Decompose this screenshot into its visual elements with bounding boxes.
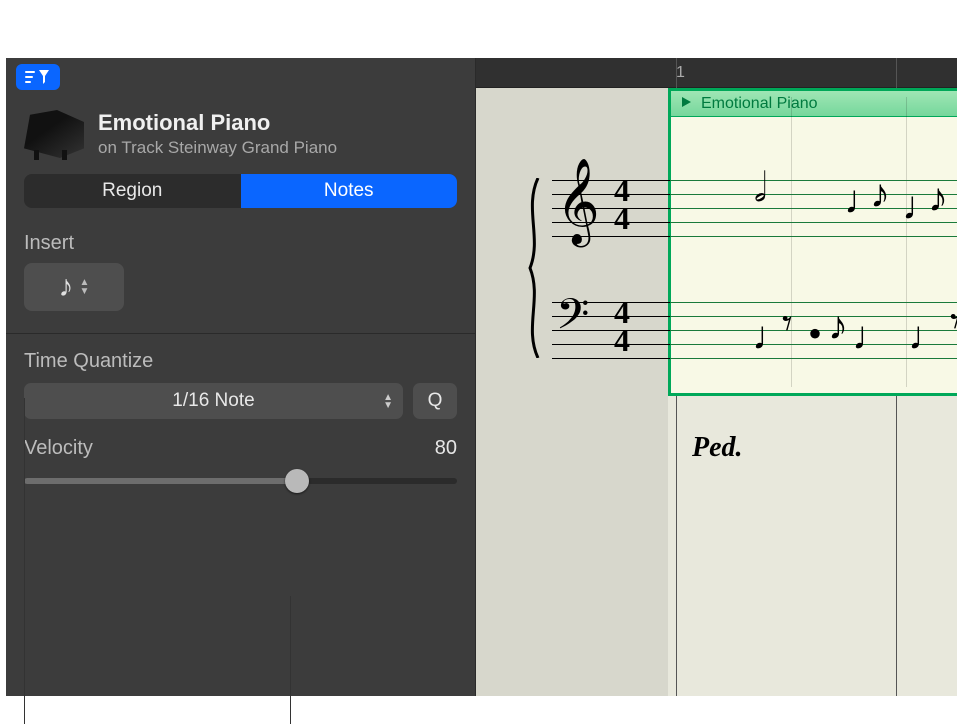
stepper-icon: ▲▼ [80, 279, 90, 295]
velocity-label: Velocity [24, 437, 93, 460]
velocity-slider[interactable] [24, 478, 457, 484]
divider [6, 333, 475, 334]
region-play-icon [679, 95, 693, 113]
app-frame: Emotional Piano on Track Steinway Grand … [6, 58, 957, 696]
time-quantize-label: Time Quantize [24, 350, 457, 373]
grand-staff: 𝄞 4 4 𝅗𝅥♩♪♩♪♬ 𝄢 4 4 ♩𝄾•♪♩♩𝄾 Ped. [496, 122, 957, 402]
score-area: 1 Emotional Piano 𝄞 [476, 58, 957, 696]
insert-note-value-picker[interactable]: ♪ ▲▼ [24, 263, 124, 311]
treble-staff: 𝄞 4 4 𝅗𝅥♩♪♩♪♬ [552, 180, 957, 236]
bar-ruler[interactable]: 1 [476, 58, 957, 88]
time-quantize-select[interactable]: 1/16 Note ▲▼ [24, 383, 403, 419]
quantize-button[interactable]: Q [413, 383, 457, 419]
insert-label: Insert [24, 232, 457, 255]
instrument-icon [24, 110, 84, 158]
catch-filter-button[interactable] [16, 64, 60, 90]
region-title: Emotional Piano [98, 110, 337, 136]
treble-notes: 𝅗𝅥♩♪♩♪♬ [552, 172, 957, 242]
velocity-slider-thumb[interactable] [285, 469, 309, 493]
region-subtitle: on Track Steinway Grand Piano [98, 138, 337, 158]
mode-segmented-control: Region Notes [24, 174, 457, 208]
funnel-icon [25, 69, 51, 85]
tab-notes[interactable]: Notes [241, 174, 458, 208]
callout-line [24, 398, 25, 724]
time-quantize-value: 1/16 Note [172, 390, 254, 412]
inspector-panel: Emotional Piano on Track Steinway Grand … [6, 58, 476, 696]
velocity-value: 80 [435, 437, 457, 460]
midi-region-label: Emotional Piano [701, 95, 818, 113]
note-value-icon: ♪ [59, 272, 74, 302]
midi-region-header[interactable]: Emotional Piano [671, 91, 957, 117]
tab-region[interactable]: Region [24, 174, 241, 208]
chevrons-icon: ▲▼ [383, 394, 393, 409]
callout-line [290, 596, 291, 724]
bass-notes: ♩𝄾•♪♩♩𝄾 [552, 294, 957, 364]
region-header: Emotional Piano on Track Steinway Grand … [24, 110, 457, 158]
velocity-slider-fill [24, 478, 297, 484]
bass-staff: 𝄢 4 4 ♩𝄾•♪♩♩𝄾 [552, 302, 957, 358]
pedal-marking: Ped. [692, 432, 743, 464]
staff-brace [522, 178, 542, 358]
bar-number: 1 [676, 64, 685, 82]
